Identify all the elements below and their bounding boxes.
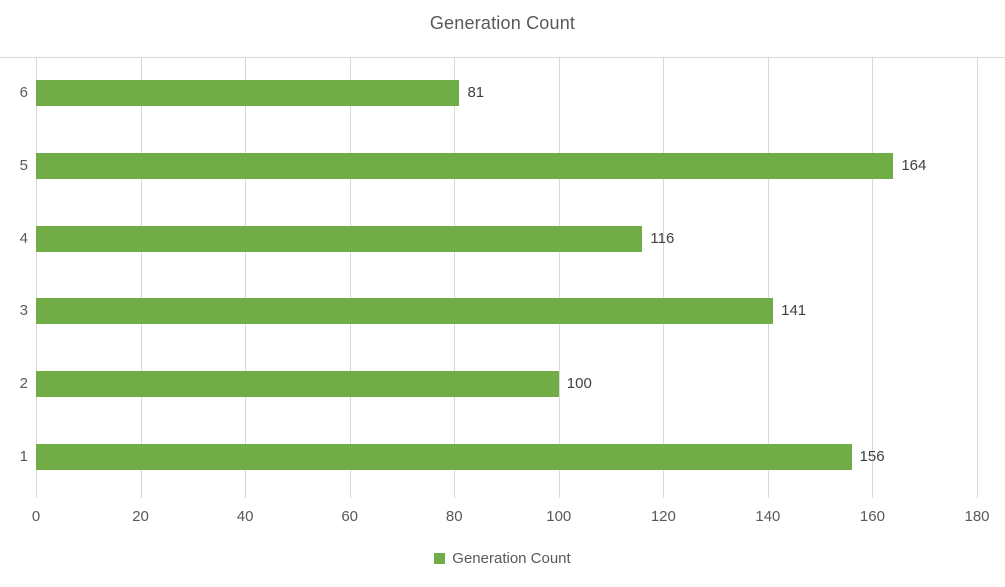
x-tick-label: 100 [546,508,572,525]
gridline [36,57,37,493]
gridline [558,57,560,493]
axis-tick-mark [245,493,247,498]
x-tick-label: 40 [236,508,254,525]
axis-tick-mark [663,493,665,498]
axis-tick-mark [454,493,456,498]
x-tick-label: 80 [445,508,463,525]
gridline [454,57,456,493]
data-label: 116 [650,229,675,247]
x-tick-label: 20 [132,508,149,525]
x-tick-label: 0 [31,508,41,525]
plot-top-border [0,57,1005,58]
bar [36,298,774,325]
axis-tick-mark [140,493,142,498]
data-label: 100 [566,375,592,392]
category-label: 2 [19,375,28,392]
bar [36,153,894,179]
gridline [767,57,769,493]
data-label: 141 [781,302,807,320]
gridline [140,57,142,493]
axis-tick-mark [767,493,769,498]
bar [36,371,559,397]
x-tick-label: 120 [650,508,676,525]
x-tick-label: 60 [341,508,358,525]
category-label: 6 [19,84,28,102]
gridline [872,57,874,493]
x-tick-label: 140 [755,508,781,525]
gridline [663,57,665,493]
bar [36,443,852,470]
category-label: 1 [19,447,28,465]
plot-area: 156 100 141 116 164 81 [36,57,978,498]
data-label: 164 [901,157,927,174]
legend-swatch-icon [434,553,446,564]
legend-label: Generation Count [452,550,571,567]
category-label: 5 [19,157,28,174]
gridline [977,57,978,493]
axis-tick-mark [872,493,874,498]
axis-tick-mark [977,493,978,498]
category-label: 4 [19,229,28,247]
legend: Generation Count [0,550,1005,567]
gridline [349,57,351,493]
data-label: 81 [467,84,485,102]
bar [36,80,460,107]
x-tick-label: 160 [859,508,885,525]
axis-tick-mark [349,493,351,498]
axis-tick-mark [36,493,37,498]
chart-title: Generation Count [429,13,576,33]
category-label: 3 [19,302,28,320]
gridline [245,57,247,493]
data-label: 156 [859,447,885,465]
bar [36,225,643,252]
x-tick-label: 180 [964,508,990,525]
axis-tick-mark [558,493,560,498]
